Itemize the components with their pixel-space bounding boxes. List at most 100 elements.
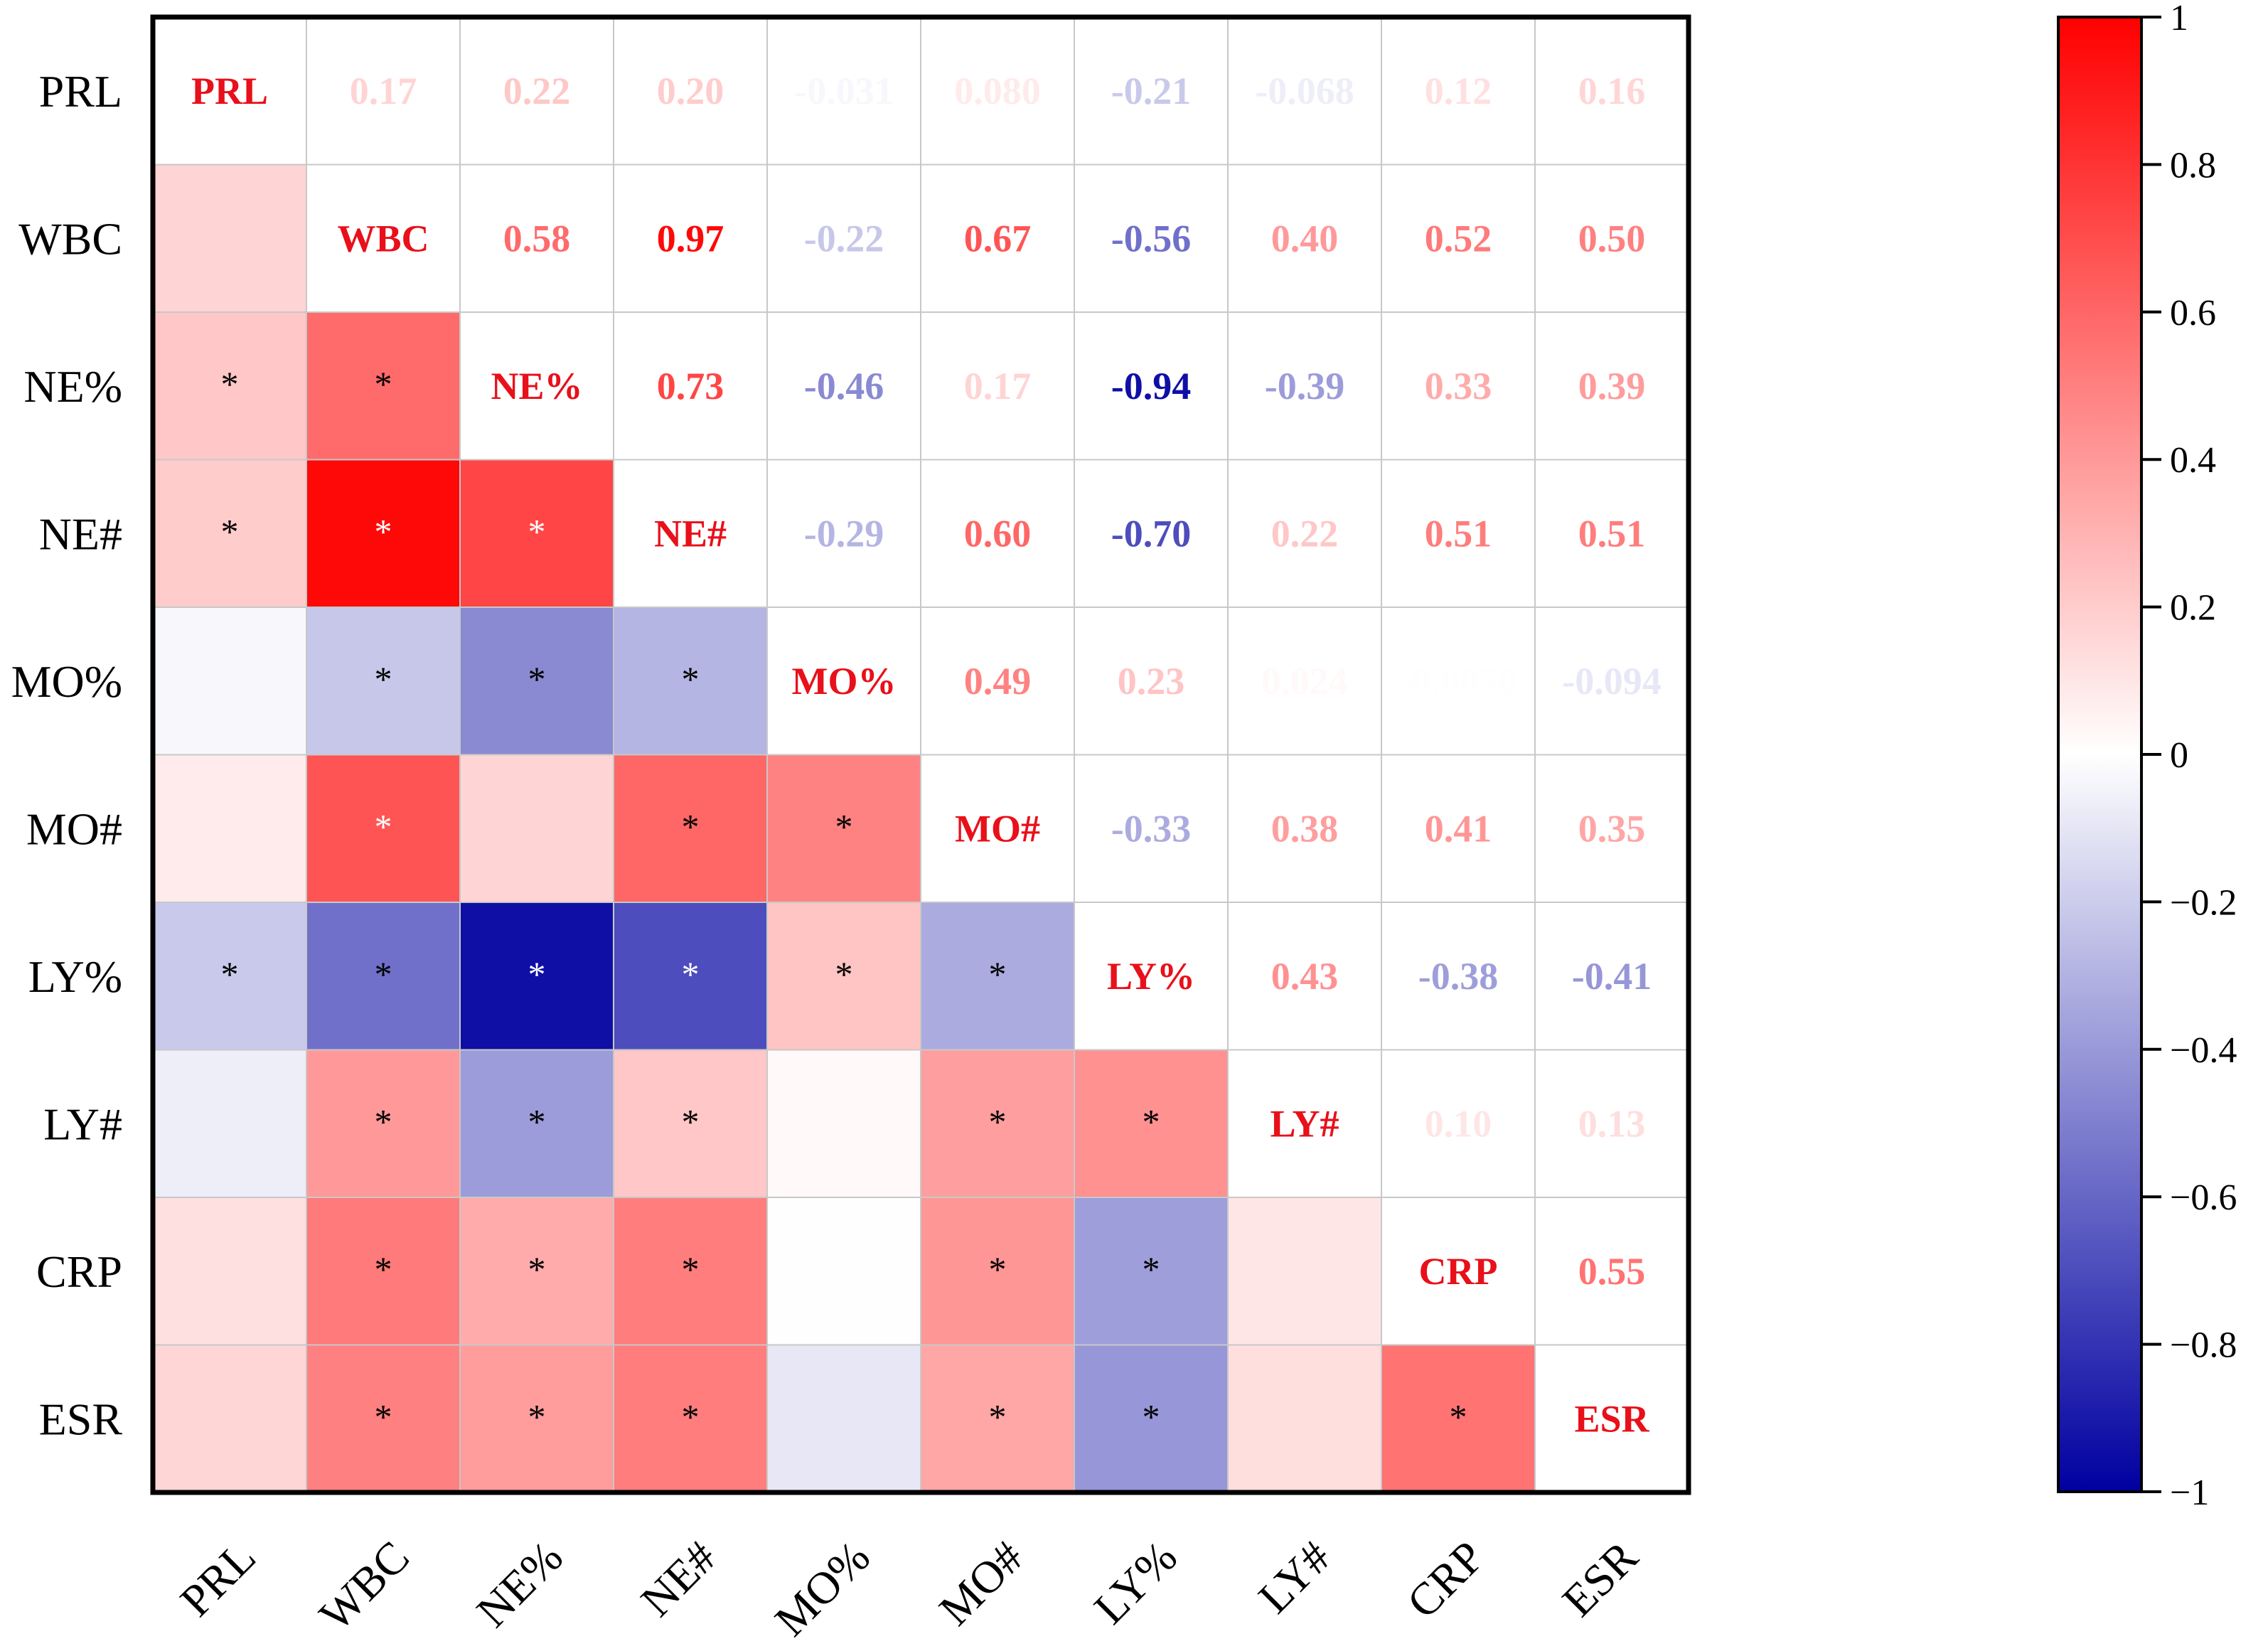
significance-star: *	[989, 1101, 1007, 1141]
diagonal-variable-label: MO%	[792, 660, 897, 702]
upper-cell	[1228, 164, 1381, 312]
upper-cell	[1535, 17, 1689, 165]
significance-star: *	[375, 364, 392, 404]
heatmap-cell	[153, 1345, 306, 1492]
correlation-value-label: 0.67	[964, 217, 1032, 260]
correlation-value-label: 0.55	[1578, 1250, 1646, 1293]
upper-cell	[1381, 164, 1535, 312]
upper-cell	[1228, 902, 1381, 1050]
column-label: MO#	[929, 1532, 1033, 1635]
correlation-value-label: -0.41	[1572, 955, 1652, 998]
heatmap-cell	[460, 459, 614, 607]
correlation-value-label: -0.068	[1255, 70, 1354, 112]
heatmap-cell	[614, 1197, 767, 1345]
diagonal-cell	[306, 164, 460, 312]
heatmap-cell	[306, 1345, 460, 1492]
upper-cell	[767, 312, 921, 460]
correlation-value-label: -0.56	[1111, 217, 1191, 260]
diagonal-cell	[1535, 1345, 1689, 1492]
upper-cell	[1535, 902, 1689, 1050]
correlation-value-label: 0.16	[1578, 70, 1646, 112]
significance-star: *	[221, 954, 239, 994]
upper-cell	[1074, 164, 1228, 312]
diagonal-variable-label: NE%	[491, 365, 582, 407]
correlation-value-label: 0.43	[1271, 955, 1339, 998]
correlation-value-label: 0.20	[657, 70, 724, 112]
heatmap-cell	[306, 607, 460, 755]
upper-cell	[1535, 459, 1689, 607]
column-label: NE#	[631, 1532, 726, 1626]
significance-star: *	[221, 364, 239, 404]
upper-cell	[767, 17, 921, 165]
heatmap-cell	[306, 312, 460, 460]
column-label: LY#	[1248, 1532, 1340, 1623]
correlation-value-label: 0.13	[1578, 1102, 1646, 1145]
diagonal-cell	[153, 17, 306, 165]
heatmap-cell	[460, 1197, 614, 1345]
column-label: WBC	[310, 1532, 419, 1640]
correlation-value-label: 0.50	[1578, 217, 1646, 260]
upper-cell	[767, 164, 921, 312]
upper-cell	[1535, 1197, 1689, 1345]
significance-star: *	[221, 511, 239, 551]
correlation-value-label: -0.33	[1111, 807, 1191, 850]
heatmap-cell	[614, 1345, 767, 1492]
heatmap-cell	[153, 1049, 306, 1197]
diagonal-cell	[1228, 1049, 1381, 1197]
plot-frame	[150, 14, 1691, 1495]
row-label: NE#	[39, 508, 122, 559]
significance-star: *	[375, 1101, 392, 1141]
upper-cell	[1228, 312, 1381, 460]
correlation-value-label: 0.97	[657, 217, 724, 260]
upper-cell	[614, 17, 767, 165]
correlation-value-label: 0.73	[657, 365, 724, 407]
column-label: NE%	[467, 1532, 572, 1637]
significance-star: *	[682, 1101, 700, 1141]
upper-cell	[1228, 459, 1381, 607]
row-label: ESR	[39, 1394, 123, 1444]
column-label: LY%	[1084, 1532, 1187, 1634]
heatmap-cell	[1074, 1345, 1228, 1492]
heatmap-cell	[921, 1345, 1074, 1492]
significance-star: *	[682, 1249, 700, 1289]
colorbar-tick-label: 0.2	[2170, 588, 2216, 629]
upper-cell	[1381, 902, 1535, 1050]
upper-cell	[1074, 754, 1228, 902]
correlation-value-label: -0.46	[804, 365, 884, 407]
significance-star: *	[682, 659, 700, 699]
heatmap-cell	[767, 1197, 921, 1345]
correlation-value-label: 0.40	[1271, 217, 1339, 260]
significance-star: *	[1143, 1249, 1160, 1289]
upper-cell	[1381, 17, 1535, 165]
heatmap-cell	[767, 1345, 921, 1492]
diagonal-variable-label: CRP	[1419, 1250, 1498, 1293]
row-label: PRL	[39, 66, 122, 117]
correlation-value-label: -0.70	[1111, 512, 1191, 555]
column-label: CRP	[1397, 1532, 1494, 1628]
correlation-value-label: 0.51	[1578, 512, 1646, 555]
heatmap-cell	[614, 902, 767, 1050]
heatmap-cell	[306, 1049, 460, 1197]
heatmap-cell	[614, 607, 767, 755]
upper-cell	[614, 312, 767, 460]
upper-cell	[921, 459, 1074, 607]
upper-cell	[1535, 1049, 1689, 1197]
row-label: WBC	[18, 213, 122, 264]
correlation-value-label: 0.33	[1425, 365, 1492, 407]
heatmap-cell	[153, 164, 306, 312]
upper-cell	[1228, 754, 1381, 902]
upper-cell	[1381, 754, 1535, 902]
diagonal-variable-label: LY#	[1270, 1102, 1339, 1145]
row-labels: PRL WBC NE% NE# MO% MO# LY% LY# CRP ESR	[11, 66, 123, 1445]
heatmap-cell	[153, 754, 306, 902]
diagonal-variable-label: WBC	[337, 217, 429, 260]
correlation-value-label: -0.21	[1111, 70, 1191, 112]
correlation-value-label: 0.024	[1261, 660, 1348, 702]
diagonal-variable-label: LY%	[1107, 955, 1195, 998]
correlation-value-label: 0.60	[964, 512, 1032, 555]
upper-cell	[921, 312, 1074, 460]
significance-star: *	[1143, 1396, 1160, 1436]
colorbar-tick-label: 0.6	[2170, 293, 2216, 333]
upper-cell	[767, 459, 921, 607]
upper-cell	[1535, 754, 1689, 902]
